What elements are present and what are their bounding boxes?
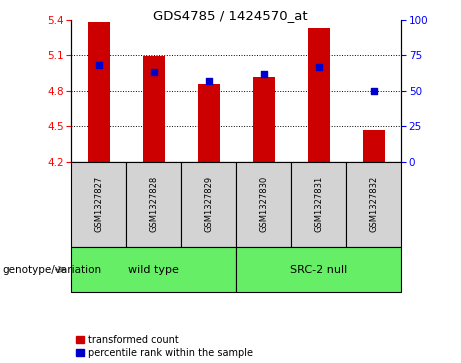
- Bar: [71, 162, 126, 247]
- Point: [370, 88, 377, 94]
- Bar: [88, 23, 110, 162]
- Bar: [71, 247, 236, 292]
- Text: GSM1327829: GSM1327829: [204, 176, 213, 232]
- Text: SRC-2 null: SRC-2 null: [290, 265, 347, 274]
- Bar: [363, 130, 384, 162]
- Bar: [143, 56, 165, 162]
- Point: [260, 71, 267, 77]
- Text: GSM1327832: GSM1327832: [369, 176, 378, 232]
- Bar: [253, 77, 275, 162]
- Bar: [198, 83, 220, 162]
- Point: [95, 62, 103, 68]
- Legend: transformed count, percentile rank within the sample: transformed count, percentile rank withi…: [77, 335, 253, 358]
- Bar: [236, 162, 291, 247]
- Text: GDS4785 / 1424570_at: GDS4785 / 1424570_at: [153, 9, 308, 22]
- Bar: [291, 162, 346, 247]
- Bar: [307, 28, 330, 162]
- Text: genotype/variation: genotype/variation: [2, 265, 101, 274]
- Text: GSM1327830: GSM1327830: [259, 176, 268, 232]
- Text: GSM1327831: GSM1327831: [314, 176, 323, 232]
- Bar: [126, 162, 181, 247]
- Text: GSM1327828: GSM1327828: [149, 176, 159, 232]
- Text: GSM1327827: GSM1327827: [95, 176, 103, 232]
- Point: [205, 78, 213, 84]
- Point: [150, 69, 158, 75]
- Bar: [346, 162, 401, 247]
- Point: [315, 64, 322, 70]
- Bar: [236, 247, 401, 292]
- Bar: [181, 162, 236, 247]
- Text: wild type: wild type: [129, 265, 179, 274]
